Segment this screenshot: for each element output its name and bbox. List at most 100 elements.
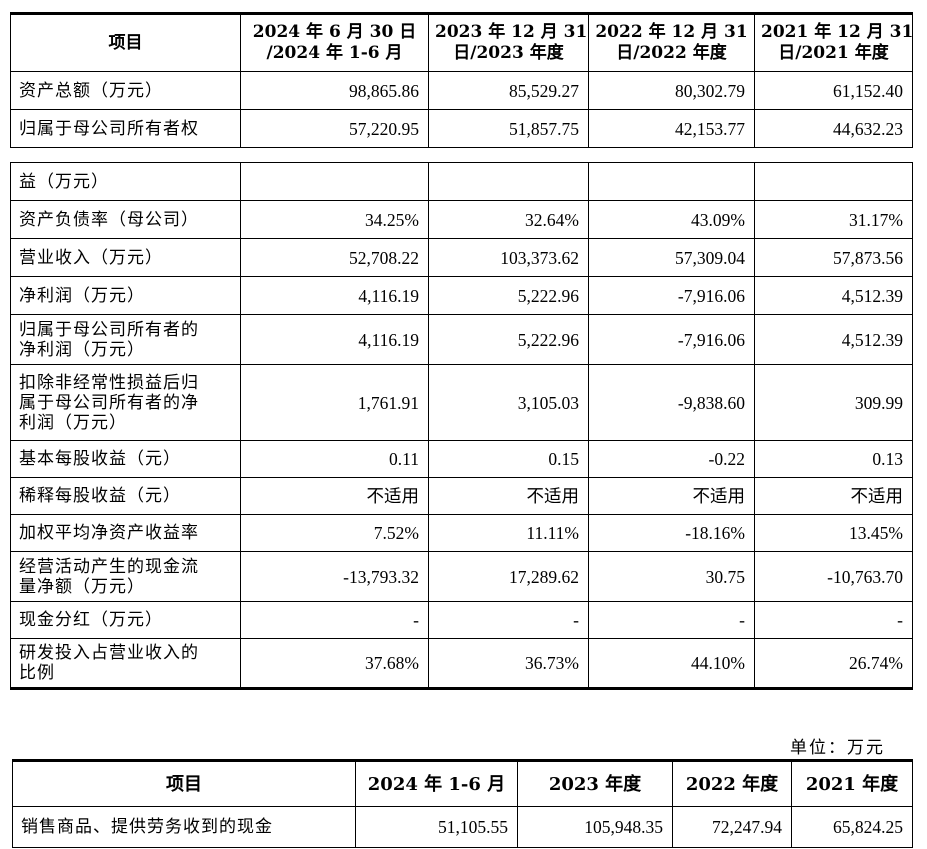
table-row: 销售商品、提供劳务收到的现金 51,105.55 105,948.35 72,247.… (12, 806, 913, 848)
header-item: 项目 (12, 760, 356, 807)
header-2021: 2021 年度 (791, 760, 913, 807)
empty-cell (240, 162, 429, 201)
row-label: 加权平均净资产收益率 (10, 514, 241, 552)
header-2024h1: 2024 年 6 月 30 日 /2024 年 1-6 月 (240, 13, 429, 72)
row-value: 44.10% (588, 638, 755, 689)
row-value: 52,708.22 (240, 238, 429, 277)
row-label: 销售商品、提供劳务收到的现金 (12, 806, 356, 848)
row-label: 资产总额（万元） (10, 71, 241, 110)
row-label: 净利润（万元） (10, 276, 241, 315)
row-value: 85,529.27 (428, 71, 589, 110)
empty-cell (428, 162, 589, 201)
row-value: 4,116.19 (240, 276, 429, 315)
row-label-line: 资产负债率（母公司） (19, 209, 199, 230)
row-label: 资产负债率（母公司） (10, 200, 241, 239)
row-value: 80,302.79 (588, 71, 755, 110)
row-value: 57,309.04 (588, 238, 755, 277)
row-label-line: 净利润（万元） (19, 285, 145, 306)
table-row: 资产负债率（母公司） 34.25% 32.64% 43.09% 31.17% (10, 200, 913, 239)
row-value: 57,873.56 (754, 238, 913, 277)
row-value: 4,512.39 (754, 314, 913, 365)
row-label-line: 归属于母公司所有者的 (19, 319, 199, 340)
table-row: 加权平均净资产收益率 7.52% 11.11% -18.16% 13.45% (10, 514, 913, 552)
row-value: 11.11% (428, 514, 589, 552)
header-item: 项目 (10, 13, 241, 72)
header-2022: 2022 年 12 月 31 日/2022 年度 (588, 13, 755, 72)
table-row: 经营活动产生的现金流 量净额（万元） -13,793.32 17,289.62 30.7… (10, 551, 913, 602)
row-value: 65,824.25 (791, 806, 913, 848)
row-value: 5,222.96 (428, 314, 589, 365)
row-value: 31.17% (754, 200, 913, 239)
row-label: 现金分红（万元） (10, 601, 241, 639)
row-label-line: 比例 (19, 663, 55, 683)
row-label: 归属于母公司所有者权 (10, 109, 241, 148)
row-value: 7.52% (240, 514, 429, 552)
unit-note: 单位：万元 (790, 738, 885, 758)
row-value: 51,857.75 (428, 109, 589, 148)
table-row: 资产总额（万元） 98,865.86 85,529.27 80,302.79 61,15… (10, 71, 913, 110)
header-2024h1: 2024 年 1-6 月 (355, 760, 518, 807)
row-value: -13,793.32 (240, 551, 429, 602)
row-value: - (754, 601, 913, 639)
row-label-line: 属于母公司所有者的净 (19, 392, 199, 413)
row-label-line: 净利润（万元） (19, 339, 145, 360)
row-label-line: 营业收入（万元） (19, 247, 163, 268)
table-row: 归属于母公司所有者的 净利润（万元） 4,116.19 5,222.96 -7,916.… (10, 314, 913, 365)
row-value: 61,152.40 (754, 71, 913, 110)
row-value: - (240, 601, 429, 639)
row-value: 不适用 (240, 477, 429, 515)
row-value: 0.15 (428, 440, 589, 478)
row-label-line: 扣除非经常性损益后归 (19, 372, 199, 393)
row-value: -0.22 (588, 440, 755, 478)
row-label-line: 利润（万元） (19, 412, 127, 433)
row-value: -18.16% (588, 514, 755, 552)
table-header-row: 项目 2024 年 6 月 30 日 /2024 年 1-6 月 2023 年 … (10, 13, 913, 72)
row-value: 32.64% (428, 200, 589, 239)
table-row: 现金分红（万元） - - - - (10, 601, 913, 639)
row-value: 36.73% (428, 638, 589, 689)
row-value: 不适用 (754, 477, 913, 515)
row-label-line: 量净额（万元） (19, 576, 145, 597)
empty-cell (754, 162, 913, 201)
row-value: 105,948.35 (517, 806, 673, 848)
header-2022: 2022 年度 (672, 760, 792, 807)
financial-summary-table: 项目 2024 年 6 月 30 日 /2024 年 1-6 月 2023 年 … (10, 12, 913, 690)
row-value: 30.75 (588, 551, 755, 602)
row-value: 309.99 (754, 364, 913, 441)
row-label: 经营活动产生的现金流 量净额（万元） (10, 551, 241, 602)
row-value: 不适用 (428, 477, 589, 515)
row-value: -9,838.60 (588, 364, 755, 441)
table-header-row: 项目 2024 年 1-6 月 2023 年度 2022 年度 2021 年度 (12, 760, 913, 807)
row-label: 益（万元） (10, 162, 241, 201)
row-value: 不适用 (588, 477, 755, 515)
row-value: -7,916.06 (588, 276, 755, 315)
gap-cell (10, 147, 913, 163)
table-row-continued: 益（万元） (10, 162, 913, 201)
header-2023: 2023 年度 (517, 760, 673, 807)
empty-cell (588, 162, 755, 201)
header-2023: 2023 年 12 月 31 日/2023 年度 (428, 13, 589, 72)
row-value: 44,632.23 (754, 109, 913, 148)
table-row: 营业收入（万元） 52,708.22 103,373.62 57,309.04 57,8… (10, 238, 913, 277)
row-label-line: 稀释每股收益（元） (19, 486, 181, 506)
row-value: 17,289.62 (428, 551, 589, 602)
row-value: 57,220.95 (240, 109, 429, 148)
row-value: 98,865.86 (240, 71, 429, 110)
row-label-line: 经营活动产生的现金流 (19, 556, 199, 577)
row-value: 26.74% (754, 638, 913, 689)
table-row: 扣除非经常性损益后归 属于母公司所有者的净 利润（万元） 1,761.91 3,105.… (10, 364, 913, 441)
row-value: 103,373.62 (428, 238, 589, 277)
table-row: 基本每股收益（元） 0.11 0.15 -0.22 0.13 (10, 440, 913, 478)
row-label: 营业收入（万元） (10, 238, 241, 277)
row-value: 3,105.03 (428, 364, 589, 441)
table-row: 归属于母公司所有者权 57,220.95 51,857.75 42,153.77 44,… (10, 109, 913, 148)
row-label: 归属于母公司所有者的 净利润（万元） (10, 314, 241, 365)
row-label: 研发投入占营业收入的 比例 (10, 638, 241, 689)
row-value: 1,761.91 (240, 364, 429, 441)
table-row: 稀释每股收益（元） 不适用 不适用 不适用 不适用 (10, 477, 913, 515)
row-value: 34.25% (240, 200, 429, 239)
table-row: 研发投入占营业收入的 比例 37.68% 36.73% 44.10% 26.74% (10, 638, 913, 689)
row-label: 扣除非经常性损益后归 属于母公司所有者的净 利润（万元） (10, 364, 241, 441)
row-value: 72,247.94 (672, 806, 792, 848)
row-value: -10,763.70 (754, 551, 913, 602)
